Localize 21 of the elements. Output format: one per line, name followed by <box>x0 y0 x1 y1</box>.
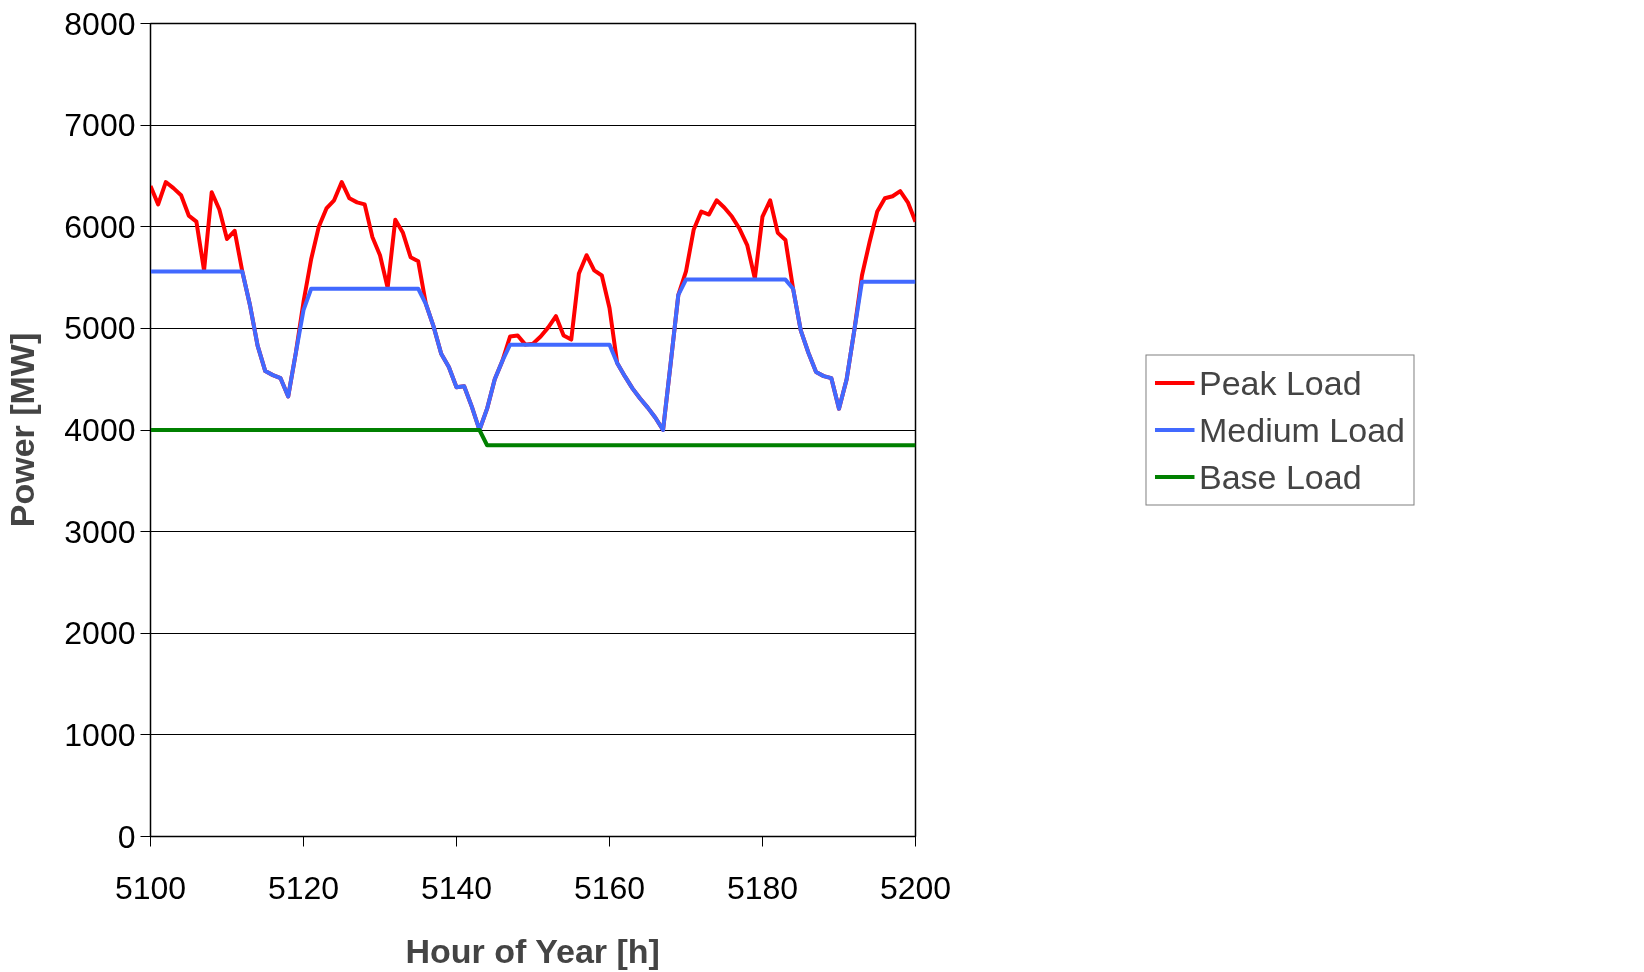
x-axis-title: Hour of Year [h] <box>405 931 660 970</box>
line-series <box>150 269 916 432</box>
y-tick-label: 1000 <box>64 716 136 753</box>
y-axis-title: Power [MW] <box>3 332 42 528</box>
x-tick-label: 5100 <box>114 869 187 906</box>
y-tick-label: 8000 <box>64 5 136 42</box>
legend-label: Base Load <box>1198 457 1362 496</box>
legend-label: Peak Load <box>1198 363 1362 402</box>
x-tick-label: 5120 <box>267 869 340 906</box>
legend-label: Medium Load <box>1198 410 1406 449</box>
y-tick-label: 0 <box>117 818 136 855</box>
y-tick-label: 7000 <box>64 107 136 144</box>
y-tick-label: 4000 <box>64 412 136 448</box>
x-tick-label: 5140 <box>420 869 493 906</box>
x-tick-label: 5160 <box>573 869 646 906</box>
x-tick-label: 5200 <box>879 869 952 906</box>
x-tick-label: 5180 <box>726 869 799 906</box>
y-tick-label: 2000 <box>64 615 136 652</box>
y-tick-label: 6000 <box>64 208 136 245</box>
y-tick-label: 3000 <box>64 513 136 550</box>
y-tick-label: 5000 <box>64 310 136 347</box>
